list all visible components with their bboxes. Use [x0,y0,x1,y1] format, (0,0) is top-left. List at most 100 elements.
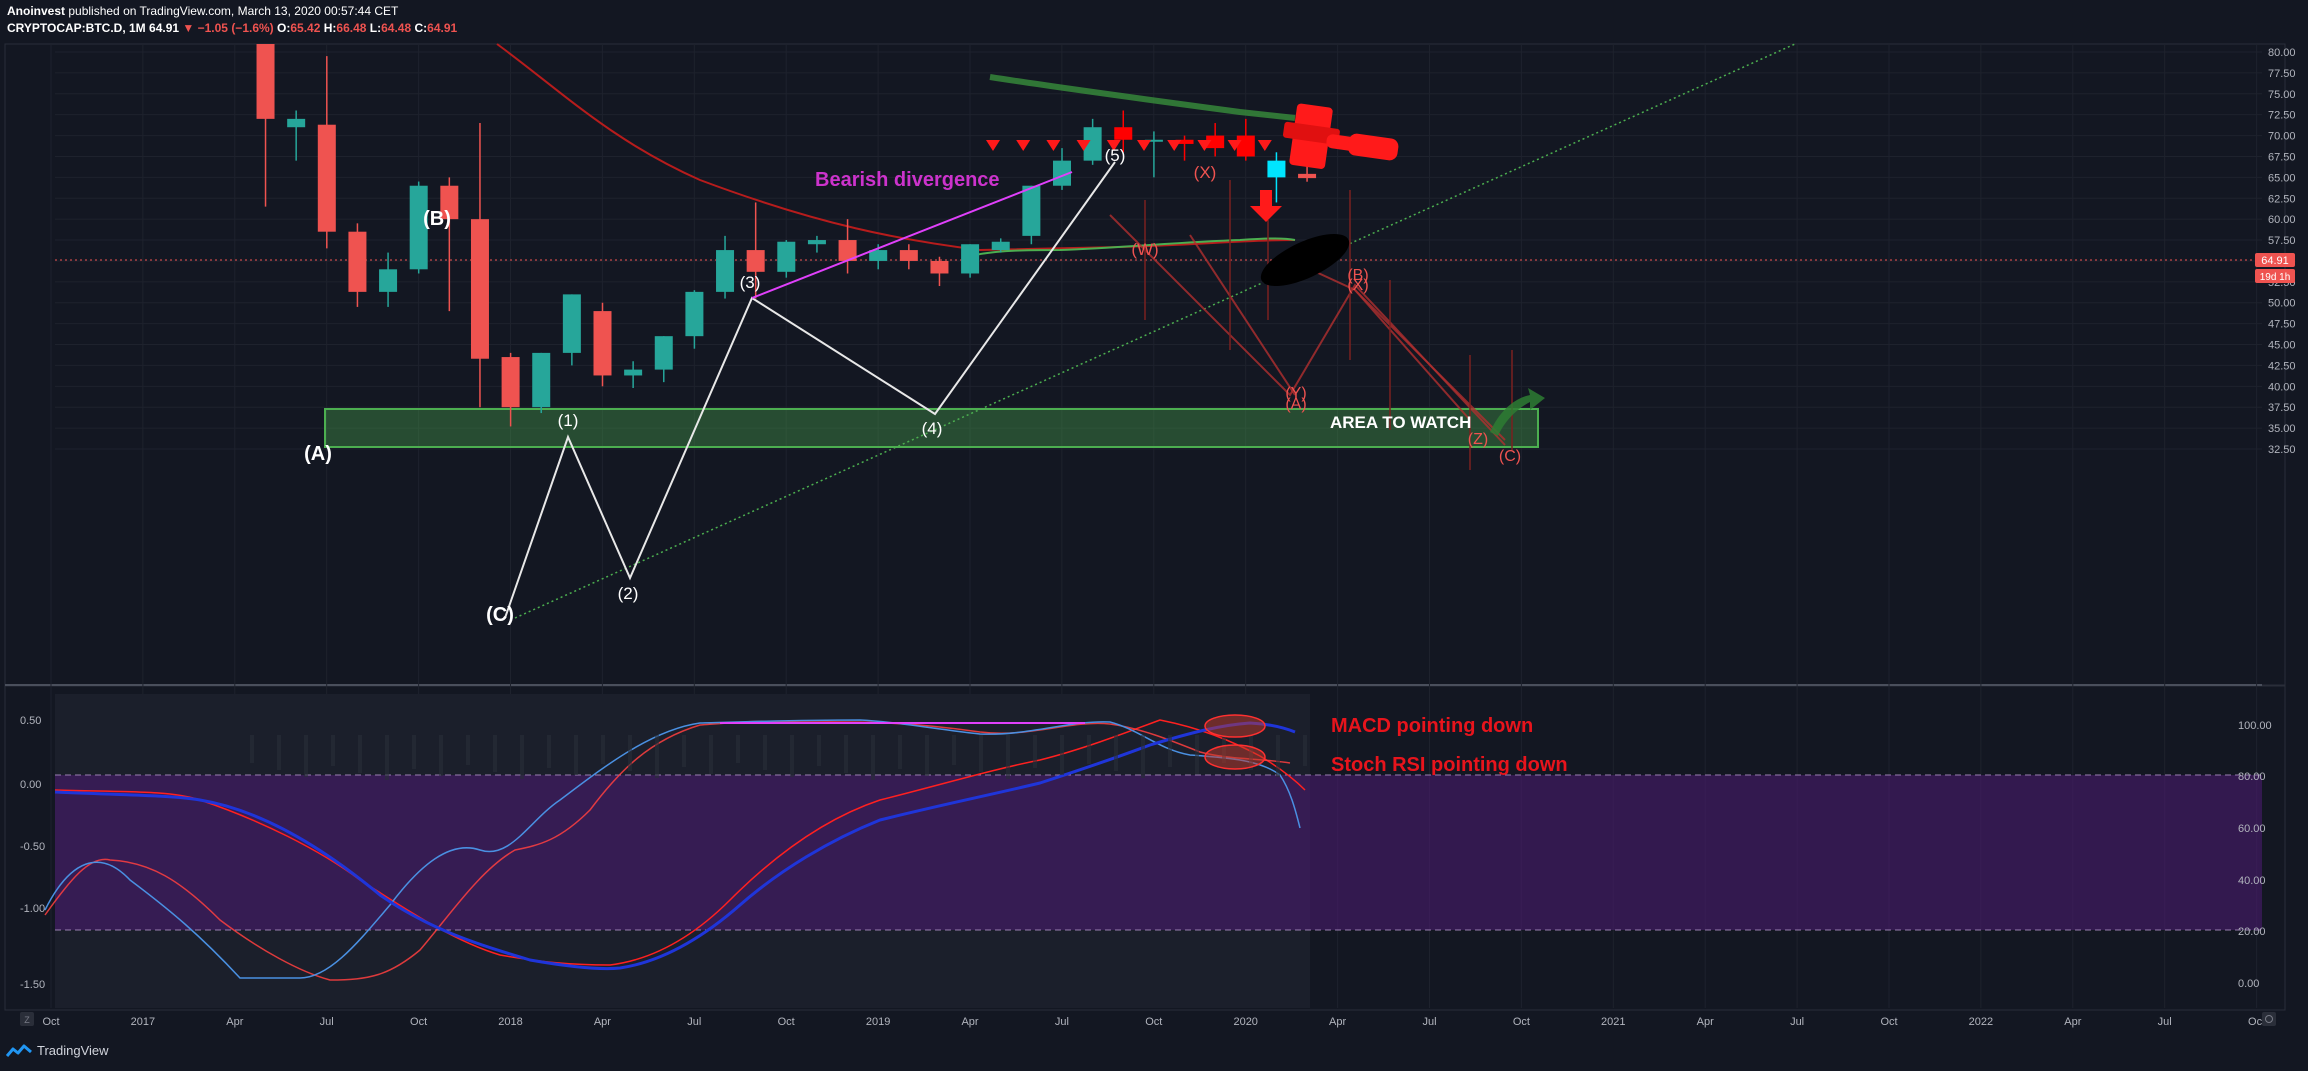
zoom-icon[interactable]: Z [24,1015,30,1025]
zoom-button[interactable] [20,1012,34,1026]
indicator-left-tick: -1.00 [20,903,45,915]
target-arrow-icon [1490,388,1545,436]
candle-2019-04 [961,244,980,278]
candle-2017-11 [440,177,459,312]
wave-label: (5) [1105,146,1126,165]
time-tick-label: Oct [1513,1016,1530,1028]
histogram-bar [466,735,470,765]
stoch-band [55,775,2262,930]
indicator-right-tick: 100.00 [2238,720,2272,732]
histogram-bar [412,735,416,769]
indicator-right-tick: 60.00 [2238,823,2266,835]
stoch-annotation: Stoch RSI pointing down [1331,754,1568,776]
candle-body [287,118,306,128]
candle-body [991,241,1010,251]
candle-2019-10 [1144,131,1163,178]
candle-2018-03 [562,294,581,366]
elliott-wave-path [504,161,1116,619]
histogram-bar [817,735,821,766]
low-label: L: [369,21,382,35]
histogram-bar [979,735,983,772]
triangle-marker [1016,140,1031,151]
candle-2018-12 [838,219,857,274]
candle-body [1114,127,1133,140]
time-tick-label: Apr [2064,1016,2081,1028]
triangle-marker [1227,140,1242,151]
triangle-marker [1197,140,1212,151]
price-pane[interactable] [4,43,2286,686]
candle-body [1083,127,1102,161]
bearish-divergence-label: Bearish divergence [815,169,1000,191]
chart-publish-info: Anoinvest published on TradingView.com, … [7,4,398,18]
price-tick-label: 37.50 [2268,402,2296,414]
candle-body [348,231,367,292]
price-tick-label: 47.50 [2268,319,2296,331]
wave-label: (3) [740,273,761,292]
brand-name: TradingView [37,1043,109,1058]
indicator-left-tick: 0.50 [20,715,41,727]
candle-body [501,357,520,408]
histogram-bar [547,735,551,768]
symbol-name[interactable]: CRYPTOCAP:BTC.D, 1M [7,21,146,35]
histogram-bar [1303,735,1307,766]
candle-2018-11 [807,235,826,253]
candle-body [961,244,980,274]
time-tick-label: Apr [1697,1016,1714,1028]
candle-body [1144,139,1163,142]
indicator-left-axis: 0.50 0.00 -0.50 -1.00 -1.50 [20,715,45,991]
histogram-bar [385,735,389,780]
resistance-markers [986,140,1272,151]
candle-body [593,311,612,376]
wave-label: (4) [922,419,943,438]
area-to-watch-box [324,408,1539,448]
wave-label: (C) [1499,448,1521,465]
candlestick-series[interactable] [256,44,1317,427]
candle-body [1298,173,1317,179]
indicator-left-tick: 0.00 [20,779,41,791]
candle-2018-05 [624,361,643,388]
histogram-bar [898,735,902,769]
author-name[interactable]: Anoinvest [7,4,66,18]
time-tick-label: Apr [226,1016,243,1028]
candle-body [317,124,336,232]
candle-body [899,250,918,261]
candle-2018-10 [777,240,796,278]
histogram-bar [1006,735,1010,779]
macd-annotation: MACD pointing down [1331,715,1533,737]
wave-label: (W) [1131,240,1158,259]
time-tick-label: 2017 [131,1016,155,1028]
histogram-bar [574,735,578,775]
price-tick-label: 57.50 [2268,235,2296,247]
time-tick-label: Oct [1880,1016,1897,1028]
tradingview-logo[interactable]: TradingView [6,1043,109,1058]
change-value: ▼ −1.05 (−1.6%) [182,21,274,35]
histogram-bar [871,735,875,780]
histogram-bar [493,735,497,772]
time-tick-label: Apr [961,1016,978,1028]
price-tick-label: 45.00 [2268,340,2296,352]
histogram-bar [628,735,632,771]
wave-label: (Z) [1468,431,1488,448]
wave-label: (C) [486,604,514,626]
candle-body [807,240,826,245]
time-axis[interactable]: Oct 2017 Apr Jul Oct 2018 Apr Jul Oct 2019 Apr Jul O… [42,1016,2265,1028]
histogram-bar [358,735,362,773]
candle-body [379,269,398,292]
histogram-bar [250,735,254,763]
price-tick-label: 35.00 [2268,423,2296,435]
candle-2020-03 [1298,164,1317,182]
price-tick-label: 67.50 [2268,151,2296,163]
histogram-bar [1168,735,1172,767]
gear-icon [2265,1015,2273,1023]
indicator-right-tick: 40.00 [2238,875,2266,887]
candle-body [1236,135,1255,157]
countdown-tag [2255,269,2295,283]
indicator-right-axis: 100.00 80.00 60.00 40.00 20.00 0.00 [2238,720,2272,990]
candle-2018-06 [654,336,673,383]
triangle-marker [1106,140,1121,151]
candle-2019-11 [1175,135,1194,161]
settings-button[interactable] [2262,1012,2276,1026]
candle-2018-08 [716,235,735,299]
candle-body [654,336,673,370]
